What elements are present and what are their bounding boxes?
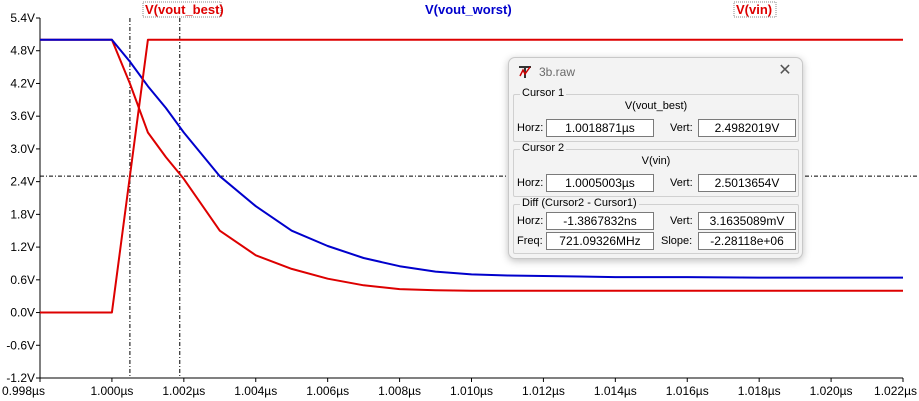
cursor2-trace: V(vin) (641, 155, 671, 167)
x-tick-label: 1.016µs (666, 384, 709, 398)
x-tick-label: 1.014µs (594, 384, 637, 398)
x-tick-label: 0.998µs (2, 384, 45, 398)
x-tick-label: 1.002µs (162, 384, 205, 398)
cursor2-legend: Cursor 2 (520, 142, 567, 154)
close-icon[interactable]: ✕ (778, 62, 792, 79)
y-tick-label: 4.2V (10, 76, 35, 90)
diff-freq-field[interactable]: 721.09326MHz (546, 232, 654, 250)
y-tick-label: 1.8V (10, 207, 35, 221)
legend-vin[interactable]: V(vin) (736, 2, 772, 17)
x-tick-label: 1.020µs (810, 384, 853, 398)
trace-vout-worst[interactable] (40, 38, 903, 279)
ltspice-app-icon (519, 66, 531, 78)
x-tick-label: 1.004µs (234, 384, 277, 398)
cursor1-horz-field[interactable]: 1.0018871µs (546, 119, 654, 137)
cursor2-vert-field[interactable]: 2.5013654V (698, 174, 796, 192)
diff-vert-label: Vert: (670, 215, 693, 227)
x-tick-label: 1.018µs (738, 384, 781, 398)
y-tick-label: -0.6V (6, 338, 35, 352)
cursor1-horz-label: Horz: (517, 122, 544, 134)
y-tick-label: 0.0V (10, 306, 35, 320)
cursor2-horz-field[interactable]: 1.0005003µs (546, 174, 654, 192)
diff-group: Diff (Cursor2 - Cursor1) Horz: -1.386783… (513, 197, 799, 254)
cursor1-group: Cursor 1 V(vout_best) Horz: 1.0018871µs … (513, 87, 799, 142)
cursor2-horz-label: Horz: (517, 177, 544, 189)
y-tick-label: 5.4V (10, 11, 35, 25)
cursor-dialog[interactable]: 3b.raw ✕ Cursor 1 V(vout_best) Horz: 1.0… (508, 57, 803, 259)
cursor1-legend: Cursor 1 (520, 87, 567, 99)
y-tick-label: -1.2V (6, 371, 35, 385)
cursor2-group: Cursor 2 V(vin) Horz: 1.0005003µs Vert: … (513, 142, 799, 197)
diff-freq-label: Freq: (517, 235, 543, 247)
x-tick-label: 1.012µs (522, 384, 565, 398)
y-tick-label: 4.8V (10, 44, 35, 58)
diff-slope-field[interactable]: -2.28118e+06 (698, 232, 796, 250)
diff-legend: Diff (Cursor2 - Cursor1) (520, 197, 639, 209)
traces (40, 38, 903, 314)
x-axis: 0.998µs 1.000µs 1.002µs 1.004µs 1.006µs 1.008… (2, 378, 917, 398)
y-tick-label: 0.6V (10, 273, 35, 287)
legend-vout-worst[interactable]: V(vout_worst) (425, 2, 512, 17)
trace-legend[interactable]: V(vout_best) V(vout_worst) V(vin) (142, 1, 777, 18)
y-axis: 5.4V 4.8V 4.2V 3.6V 3.0V 2.4V 1.8V 1.2V 0.6V 0.0V… (6, 11, 40, 385)
diff-vert-field[interactable]: 3.1635089mV (698, 212, 796, 230)
vout-best-label-box (142, 1, 222, 18)
y-tick-label: 1.2V (10, 240, 35, 254)
x-tick-label: 1.006µs (306, 384, 349, 398)
x-tick-label: 1.000µs (90, 384, 133, 398)
x-tick-label: 1.008µs (378, 384, 421, 398)
cursor1-vert-label: Vert: (670, 122, 693, 134)
diff-slope-label: Slope: (661, 235, 693, 247)
trace-vout-best[interactable] (40, 38, 903, 292)
legend-vout-best[interactable]: V(vout_best) (145, 2, 224, 17)
y-tick-label: 2.4V (10, 175, 35, 189)
diff-horz-label: Horz: (517, 215, 544, 227)
cursor2-vert-label: Vert: (670, 177, 693, 189)
dialog-title: 3b.raw (539, 65, 576, 79)
y-tick-label: 3.6V (10, 109, 35, 123)
y-tick-label: 3.0V (10, 142, 35, 156)
diff-horz-field[interactable]: -1.3867832ns (546, 212, 654, 230)
cursor1-vert-field[interactable]: 2.4982019V (698, 119, 796, 137)
cursor1-trace: V(vout_best) (624, 100, 688, 112)
x-tick-label: 1.010µs (450, 384, 493, 398)
trace-vin[interactable] (40, 38, 903, 314)
x-tick-label: 1.022µs (874, 384, 917, 398)
dialog-titlebar[interactable]: 3b.raw ✕ (509, 58, 802, 86)
vin-label-box (733, 1, 777, 18)
